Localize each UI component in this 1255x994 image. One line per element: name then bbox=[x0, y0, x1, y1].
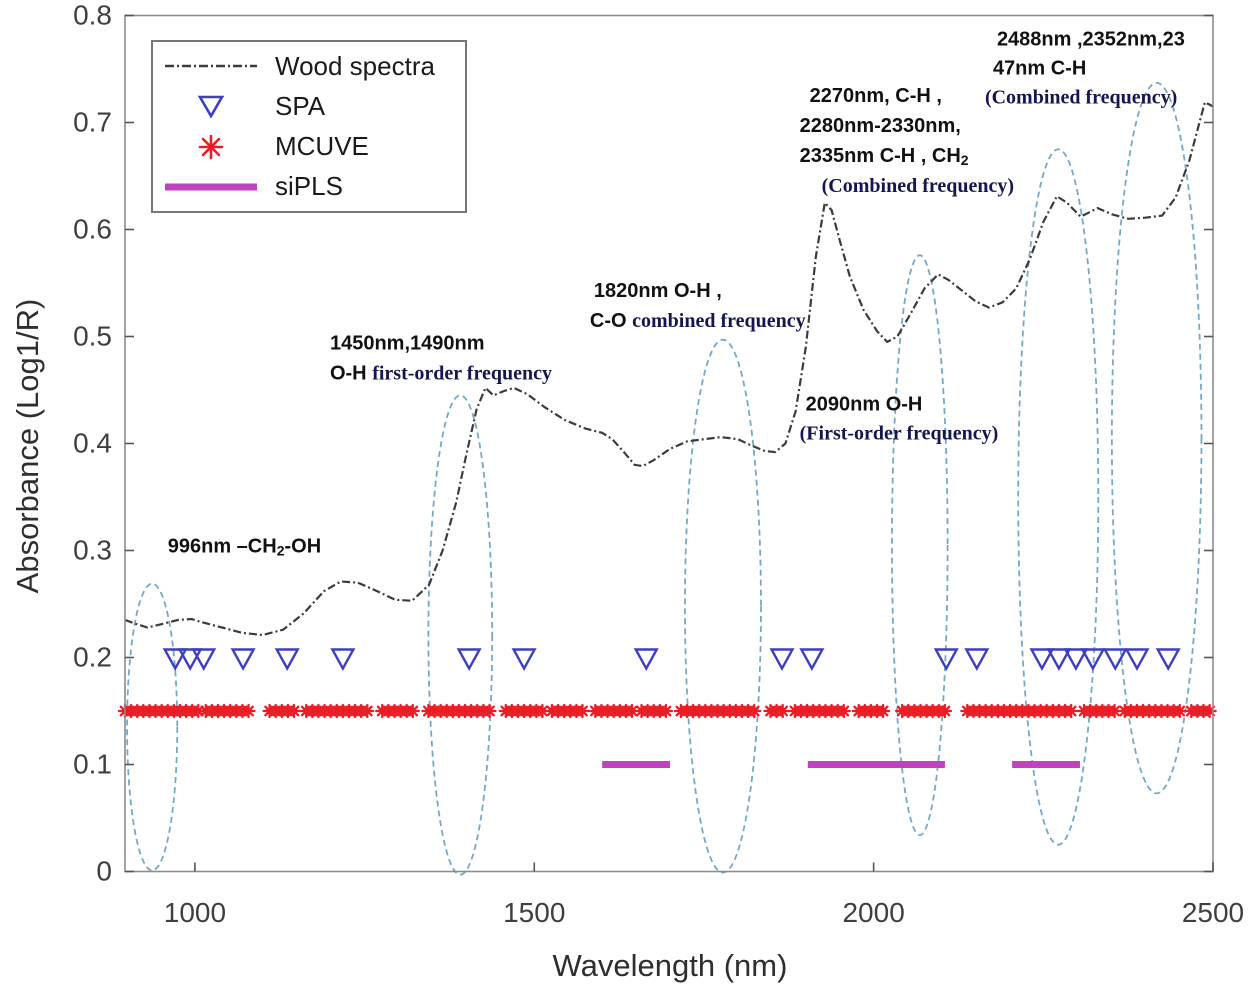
legend-label-spa: SPA bbox=[275, 90, 326, 121]
legend: Wood spectra SPA MCUVE siP bbox=[151, 40, 467, 213]
sipls-line-icon bbox=[161, 182, 261, 192]
wood-spectra-line-icon bbox=[161, 61, 261, 71]
spa-triangle-icon bbox=[161, 93, 261, 119]
svg-text:2270nm, C-H ,: 2270nm, C-H , bbox=[810, 85, 942, 107]
svg-text:0.5: 0.5 bbox=[73, 321, 112, 352]
svg-text:0.1: 0.1 bbox=[73, 749, 112, 780]
svg-text:996nm –CH2-OH: 996nm –CH2-OH bbox=[168, 536, 321, 559]
legend-item-sipls: siPLS bbox=[161, 167, 457, 207]
svg-text:1450nm,1490nm: 1450nm,1490nm bbox=[330, 332, 485, 354]
svg-text:2488nm ,2352nm,23: 2488nm ,2352nm,23 bbox=[997, 28, 1185, 50]
annotations: 996nm –CH2-OH 1450nm,1490nm O-H first-orde… bbox=[168, 28, 1185, 558]
legend-item-mcuve: MCUVE bbox=[161, 127, 457, 167]
legend-label-mcuve: MCUVE bbox=[275, 131, 369, 162]
svg-text:2335nm C-H , CH2: 2335nm C-H , CH2 bbox=[800, 145, 969, 168]
highlight-ellipses bbox=[126, 82, 1203, 876]
y-axis-title: Absorbance (Log1/R) bbox=[10, 298, 45, 594]
svg-text:2280nm-2330nm,: 2280nm-2330nm, bbox=[800, 115, 961, 137]
svg-text:0.2: 0.2 bbox=[73, 642, 112, 673]
svg-text:(First-order frequency): (First-order frequency) bbox=[800, 422, 999, 444]
svg-text:0.6: 0.6 bbox=[73, 214, 112, 245]
svg-text:2090nm O-H: 2090nm O-H bbox=[806, 393, 923, 415]
svg-text:0.7: 0.7 bbox=[73, 107, 112, 138]
legend-item-spa: SPA bbox=[161, 86, 457, 126]
legend-label-wood-spectra: Wood spectra bbox=[275, 50, 435, 81]
mcuve-asterisk-icon bbox=[161, 133, 261, 161]
svg-text:1000: 1000 bbox=[164, 897, 226, 928]
mcuve-markers bbox=[117, 703, 1217, 719]
legend-label-sipls: siPLS bbox=[275, 171, 343, 202]
x-axis-title: Wavelength (nm) bbox=[552, 948, 788, 983]
spa-markers bbox=[162, 648, 1181, 671]
svg-text:1500: 1500 bbox=[503, 897, 565, 928]
svg-text:(Combined frequency): (Combined frequency) bbox=[985, 86, 1177, 108]
legend-item-wood-spectra: Wood spectra bbox=[161, 46, 457, 86]
svg-text:0.3: 0.3 bbox=[73, 535, 112, 566]
svg-text:1820nm O-H ,: 1820nm O-H , bbox=[594, 280, 722, 302]
svg-text:2500: 2500 bbox=[1182, 897, 1244, 928]
tick-labels: 1000 1500 2000 2500 0 0.1 0.2 0.3 0.4 0.5 0.6 0.7 0.… bbox=[73, 0, 1244, 928]
svg-text:2000: 2000 bbox=[842, 897, 904, 928]
svg-text:(Combined frequency): (Combined frequency) bbox=[822, 175, 1014, 197]
svg-text:O-H first-order frequency: O-H first-order frequency bbox=[330, 362, 552, 384]
wood-spectra-curve bbox=[124, 100, 1214, 637]
svg-text:47nm C-H: 47nm C-H bbox=[993, 57, 1086, 79]
svg-text:C-O combined frequency: C-O combined frequency bbox=[590, 310, 806, 332]
svg-text:0.4: 0.4 bbox=[73, 428, 112, 459]
svg-text:0: 0 bbox=[96, 856, 112, 887]
svg-text:0.8: 0.8 bbox=[73, 0, 112, 31]
axis-ticks bbox=[125, 14, 1214, 873]
